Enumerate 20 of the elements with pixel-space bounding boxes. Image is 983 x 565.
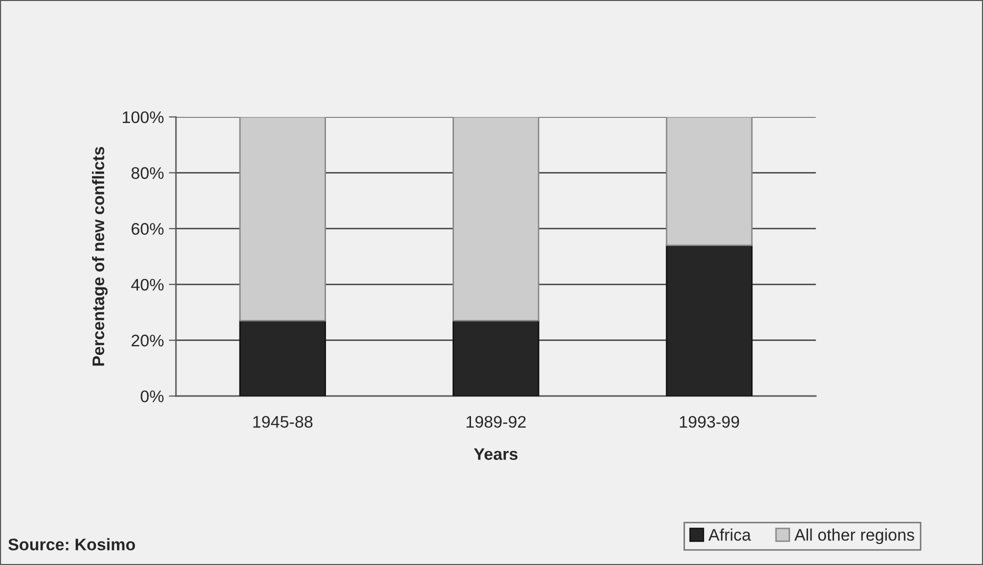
bar (666, 116, 753, 246)
x-tick-label: 1945-88 (253, 416, 312, 428)
y-tick-label: 0% (140, 390, 164, 402)
bar (239, 116, 326, 322)
bar (239, 320, 326, 396)
legend-label: All other regions (794, 528, 914, 544)
x-axis-title: Years (474, 448, 518, 460)
bar (452, 116, 540, 322)
bar (452, 320, 540, 396)
source-note: Source: Kosimo (8, 538, 136, 550)
x-tick-label: 1989-92 (466, 416, 526, 428)
y-tick-label: 60% (132, 223, 164, 235)
legend-label: Africa (708, 528, 752, 541)
y-tick-label: 80% (132, 167, 164, 179)
y-tick-label: 20% (132, 334, 164, 346)
y-tick-label: 100% (122, 111, 164, 124)
y-axis-title: Percentage of new conflicts (92, 146, 108, 366)
y-tick-label: 40% (131, 278, 164, 291)
x-tick-label: 1993-99 (680, 416, 740, 428)
bar (666, 244, 753, 396)
